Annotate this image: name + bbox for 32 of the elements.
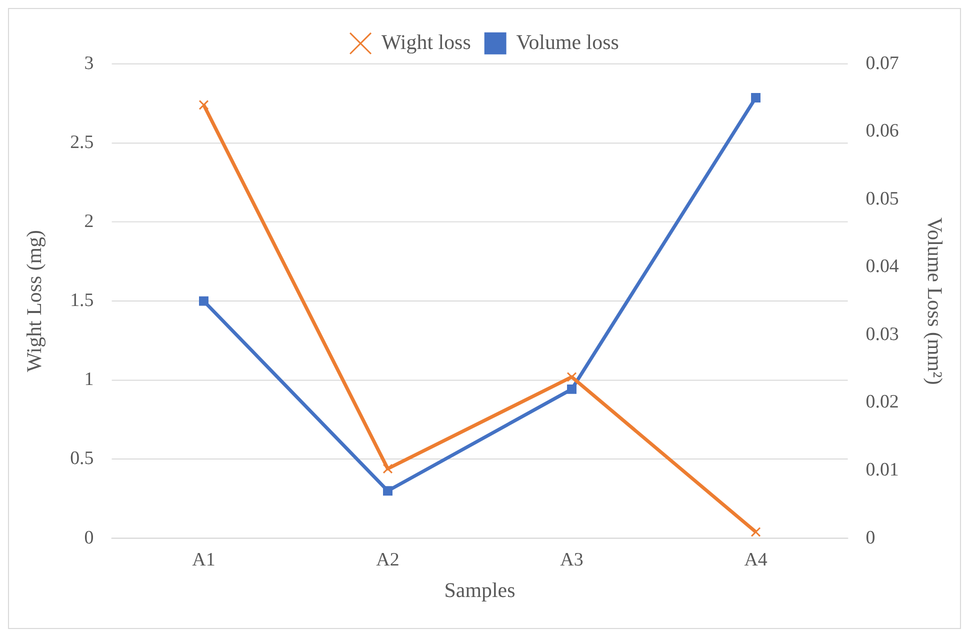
- point: [751, 92, 761, 102]
- y-tick-label: 1.5: [70, 290, 94, 312]
- y-tick-label: 1: [84, 369, 94, 390]
- point: [750, 526, 761, 537]
- x-tick-label: A4: [744, 550, 768, 571]
- y-tick-label: 2.5: [70, 132, 94, 153]
- y2-tick-label: 0: [866, 527, 876, 548]
- point: [199, 296, 208, 306]
- y2-tick-label: 0.07: [866, 52, 899, 74]
- y-tick-label: 3: [84, 52, 94, 74]
- y2-axis-title: Volume Loss (mm²): [922, 217, 947, 385]
- x-tick-label: A1: [192, 550, 216, 571]
- y-tick-label: 0: [84, 527, 94, 548]
- x-tick-label: A2: [376, 550, 400, 571]
- y2-tick-label: 0.05: [866, 188, 899, 210]
- y2-tick-label: 0.02: [866, 392, 899, 413]
- y-axis-title: Wight Loss (mg): [22, 230, 46, 372]
- y2-tick-label: 0.06: [866, 120, 899, 142]
- point: [382, 464, 393, 474]
- y2-tick-label: 0.01: [866, 459, 899, 480]
- y-tick-label: 0.5: [70, 448, 94, 470]
- y2-tick-label: 0.03: [866, 324, 899, 345]
- point: [566, 372, 577, 382]
- legend-label: Wight loss: [381, 30, 471, 54]
- point: [567, 384, 576, 394]
- legend-label: Volume loss: [516, 30, 619, 54]
- x-tick-label: A3: [560, 550, 584, 571]
- y-tick-label: 2: [84, 210, 94, 232]
- x-axis-title: Samples: [444, 578, 516, 602]
- y2-tick-label: 0.04: [866, 256, 900, 278]
- point: [383, 486, 392, 496]
- point: [198, 100, 209, 110]
